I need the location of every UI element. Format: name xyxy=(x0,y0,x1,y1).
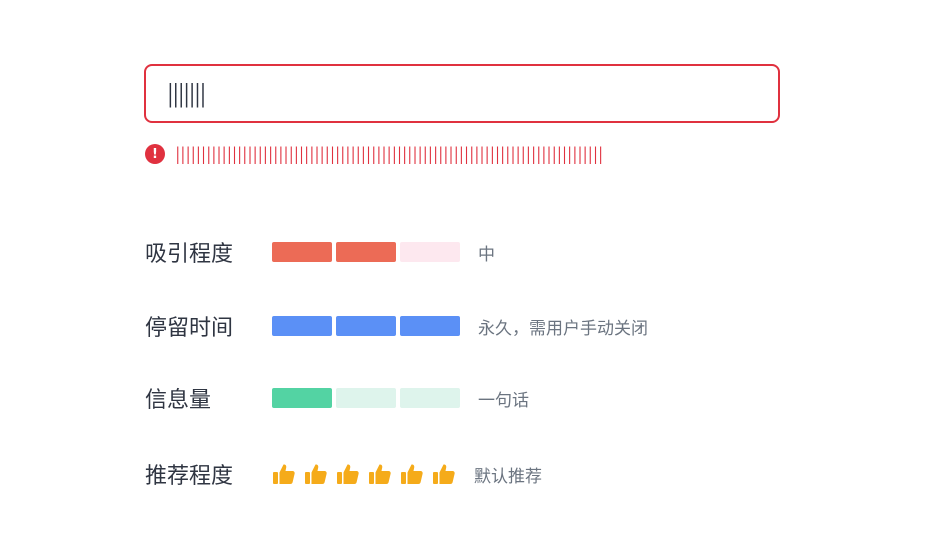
level-bar-filled xyxy=(272,242,332,262)
metric-row-duration: 停留时间 永久，需用户手动关闭 xyxy=(145,310,648,342)
metric-label: 信息量 xyxy=(145,388,212,413)
input-value: ||||||| xyxy=(168,78,206,108)
metric-row-attraction: 吸引程度 中 xyxy=(145,236,495,268)
metric-label: 推荐程度 xyxy=(145,464,234,489)
metric-label: 吸引程度 xyxy=(145,242,234,267)
metric-description: 默认推荐 xyxy=(474,466,542,487)
metric-row-recommendation: 推荐程度 默认推荐 xyxy=(145,458,542,490)
level-bars xyxy=(272,316,460,336)
level-bars xyxy=(272,242,460,262)
thumbs-up-icon xyxy=(305,464,327,484)
level-bar-filled xyxy=(336,242,396,262)
level-bar-filled xyxy=(336,316,396,336)
level-bar-empty xyxy=(400,388,460,408)
error-message: ||||||||||||||||||||||||||||||||||||||||… xyxy=(176,143,605,164)
thumbs-up-icon xyxy=(337,464,359,484)
level-bar-empty xyxy=(400,242,460,262)
level-bar-empty xyxy=(336,388,396,408)
metric-description: 永久，需用户手动关闭 xyxy=(478,318,648,339)
text-input[interactable]: ||||||| xyxy=(144,64,780,123)
metric-label: 停留时间 xyxy=(145,316,234,341)
thumbs-up-icon xyxy=(369,464,391,484)
thumbs-up-icon xyxy=(273,464,295,484)
thumbs-rating xyxy=(272,462,456,486)
level-bar-filled xyxy=(272,388,332,408)
error-icon: ! xyxy=(145,144,165,164)
level-bars xyxy=(272,388,460,408)
metric-description: 一句话 xyxy=(478,390,529,411)
level-bar-filled xyxy=(400,316,460,336)
metric-row-information: 信息量 一句话 xyxy=(145,382,529,414)
error-message-row: ! ||||||||||||||||||||||||||||||||||||||… xyxy=(145,144,747,164)
level-bar-filled xyxy=(272,316,332,336)
thumbs-up-icon xyxy=(401,464,423,484)
metric-description: 中 xyxy=(478,244,495,265)
thumbs-up-icon xyxy=(433,464,455,484)
